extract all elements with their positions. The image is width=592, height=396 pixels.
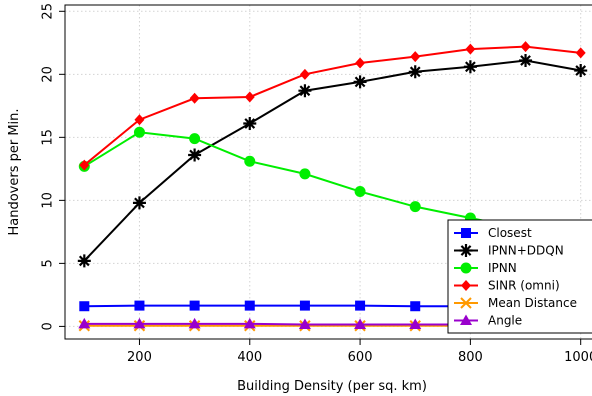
data-point [463, 60, 477, 74]
series-ipnn-ddqn [77, 53, 588, 268]
data-point [78, 317, 91, 329]
legend-marker [461, 280, 471, 291]
x-tick-label: 600 [348, 350, 373, 365]
data-point [298, 318, 311, 330]
y-tick-label: 15 [41, 129, 56, 146]
legend-marker [459, 244, 473, 257]
data-point [243, 116, 257, 130]
legend-label: SINR (omni) [488, 279, 560, 293]
data-point [188, 148, 202, 162]
legend-label: Closest [488, 226, 532, 240]
data-point [134, 114, 145, 126]
data-point [409, 318, 422, 330]
data-point [519, 53, 533, 67]
x-tick-label: 800 [458, 350, 483, 365]
data-point [409, 201, 421, 213]
data-point [408, 65, 422, 79]
data-point [299, 300, 310, 311]
data-point [520, 41, 531, 53]
y-tick-label: 5 [41, 259, 56, 267]
data-point [298, 84, 312, 98]
x-tick-label: 400 [237, 350, 262, 365]
series-line [83, 59, 581, 262]
legend-item: Angle [454, 314, 522, 328]
legend-item: SINR (omni) [454, 279, 560, 293]
legend-label: IPNN+DDQN [488, 244, 564, 258]
data-point [574, 64, 588, 78]
y-tick-label: 0 [41, 322, 56, 330]
data-point [243, 317, 256, 329]
legend: Closest IPNN+DDQN IPNN SINR (omni) Mean Dist… [447, 219, 592, 334]
legend-box [447, 219, 592, 334]
legend-label: IPNN [488, 261, 517, 275]
data-point [410, 51, 421, 63]
y-tick-label: 20 [41, 66, 56, 83]
data-point [575, 47, 586, 59]
series-sinr-omni [79, 41, 586, 171]
legend-marker [460, 314, 472, 325]
data-point [299, 68, 310, 80]
data-point [244, 91, 255, 103]
legend-label: Mean Distance [488, 296, 577, 310]
data-point [354, 186, 366, 198]
data-point [189, 133, 201, 145]
legend-marker [461, 228, 471, 238]
data-point [79, 159, 90, 171]
data-point [189, 300, 200, 311]
data-point [354, 318, 367, 330]
legend-item: Mean Distance [454, 296, 577, 310]
legend-marker [460, 297, 472, 309]
x-axis-title: Building Density (per sq. km) [237, 379, 427, 394]
data-point [133, 317, 146, 329]
series-line [83, 45, 581, 166]
data-point [188, 317, 201, 329]
data-point [410, 301, 421, 312]
data-point [355, 300, 366, 311]
data-point [244, 155, 256, 167]
legend-item: IPNN+DDQN [454, 244, 564, 258]
legend-label: Angle [488, 314, 522, 328]
data-point [299, 168, 311, 180]
y-tick-label: 10 [41, 192, 56, 209]
data-point [465, 43, 476, 55]
legend-item: Closest [454, 226, 532, 240]
plot-frame [64, 4, 592, 340]
legend-marker [460, 262, 472, 274]
data-point [244, 300, 255, 311]
data-point [353, 75, 367, 89]
data-point [133, 126, 145, 138]
data-point [77, 254, 91, 268]
y-axis-title: Handovers per Min. [7, 108, 22, 235]
data-point [134, 300, 145, 311]
legend-item: IPNN [454, 261, 517, 275]
x-tick-label: 200 [127, 350, 152, 365]
data-point [132, 196, 146, 210]
data-point [79, 301, 90, 312]
y-tick-label: 25 [41, 3, 56, 20]
data-point [355, 57, 366, 69]
data-point [189, 92, 200, 104]
